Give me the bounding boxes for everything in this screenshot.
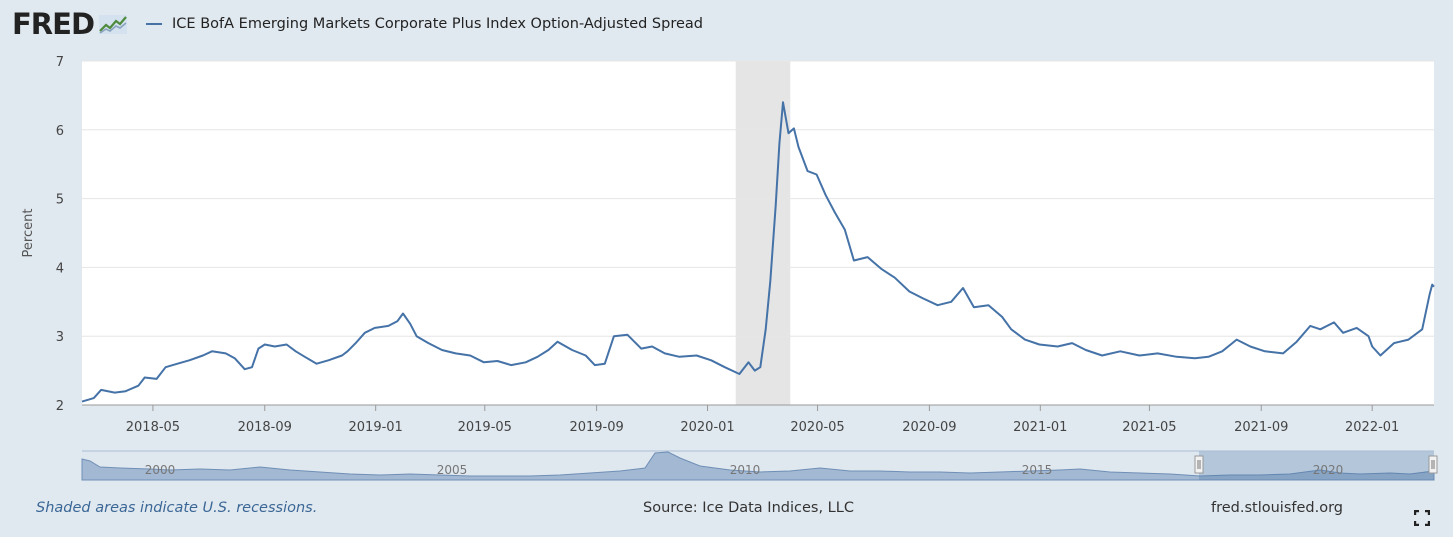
x-tick-label: 2022-01 bbox=[1345, 420, 1399, 435]
y-tick-label: 2 bbox=[56, 399, 64, 414]
navigator-labels: 2000 2005 2010 2015 2020 bbox=[145, 463, 1344, 477]
y-tick-label: 3 bbox=[56, 330, 64, 345]
navigator-year-label: 2015 bbox=[1022, 463, 1053, 477]
x-tick-label: 2019-01 bbox=[349, 420, 403, 435]
y-axis-ticks: 2 3 4 5 6 7 bbox=[56, 55, 64, 414]
x-axis-ticks: 2018-05 2018-09 2019-01 2019-05 2019-09 2020-… bbox=[126, 405, 1399, 435]
series-line[interactable] bbox=[81, 101, 1435, 403]
x-tick-label: 2021-01 bbox=[1013, 420, 1067, 435]
site-link[interactable]: fred.stlouisfed.org bbox=[1211, 500, 1344, 516]
x-tick-label: 2018-05 bbox=[126, 420, 180, 435]
y-axis-title: Percent bbox=[21, 209, 36, 258]
x-tick-label: 2021-09 bbox=[1234, 420, 1288, 435]
recession-note: Shaded areas indicate U.S. recessions. bbox=[36, 500, 318, 516]
x-tick-label: 2021-05 bbox=[1122, 420, 1176, 435]
gridlines bbox=[82, 60, 1434, 406]
x-tick-label: 2019-09 bbox=[569, 420, 623, 435]
chart-header: FRED ICE BofA Emerging Markets Corporate… bbox=[12, 6, 703, 42]
x-tick-label: 2020-01 bbox=[680, 420, 734, 435]
y-tick-label: 4 bbox=[56, 261, 64, 276]
y-tick-label: 6 bbox=[56, 124, 64, 139]
x-tick-label: 2019-05 bbox=[458, 420, 512, 435]
navigator-year-label: 2010 bbox=[730, 463, 761, 477]
x-tick-label: 2018-09 bbox=[238, 420, 292, 435]
navigator[interactable]: 2000 2005 2010 2015 2020 bbox=[81, 450, 1438, 481]
x-tick-label: 2020-05 bbox=[790, 420, 844, 435]
navigator-year-label: 2005 bbox=[437, 463, 468, 477]
navigator-area bbox=[81, 451, 1435, 481]
navigator-year-label: 2000 bbox=[145, 463, 176, 477]
navigator-year-label: 2020 bbox=[1313, 463, 1344, 477]
navigator-selection[interactable] bbox=[1199, 451, 1434, 480]
navigator-right-handle[interactable] bbox=[1428, 455, 1438, 474]
x-tick-label: 2020-09 bbox=[902, 420, 956, 435]
fred-logo[interactable]: FRED bbox=[12, 7, 95, 41]
navigator-left-handle[interactable] bbox=[1194, 455, 1204, 474]
legend-label[interactable]: ICE BofA Emerging Markets Corporate Plus… bbox=[172, 16, 703, 32]
legend-swatch bbox=[146, 23, 163, 25]
fullscreen-icon[interactable] bbox=[1414, 510, 1430, 526]
y-tick-label: 5 bbox=[56, 193, 64, 208]
source-text: Source: Ice Data Indices, LLC bbox=[643, 500, 854, 516]
y-tick-label: 7 bbox=[56, 55, 64, 70]
fred-line-chart-icon bbox=[99, 15, 128, 34]
